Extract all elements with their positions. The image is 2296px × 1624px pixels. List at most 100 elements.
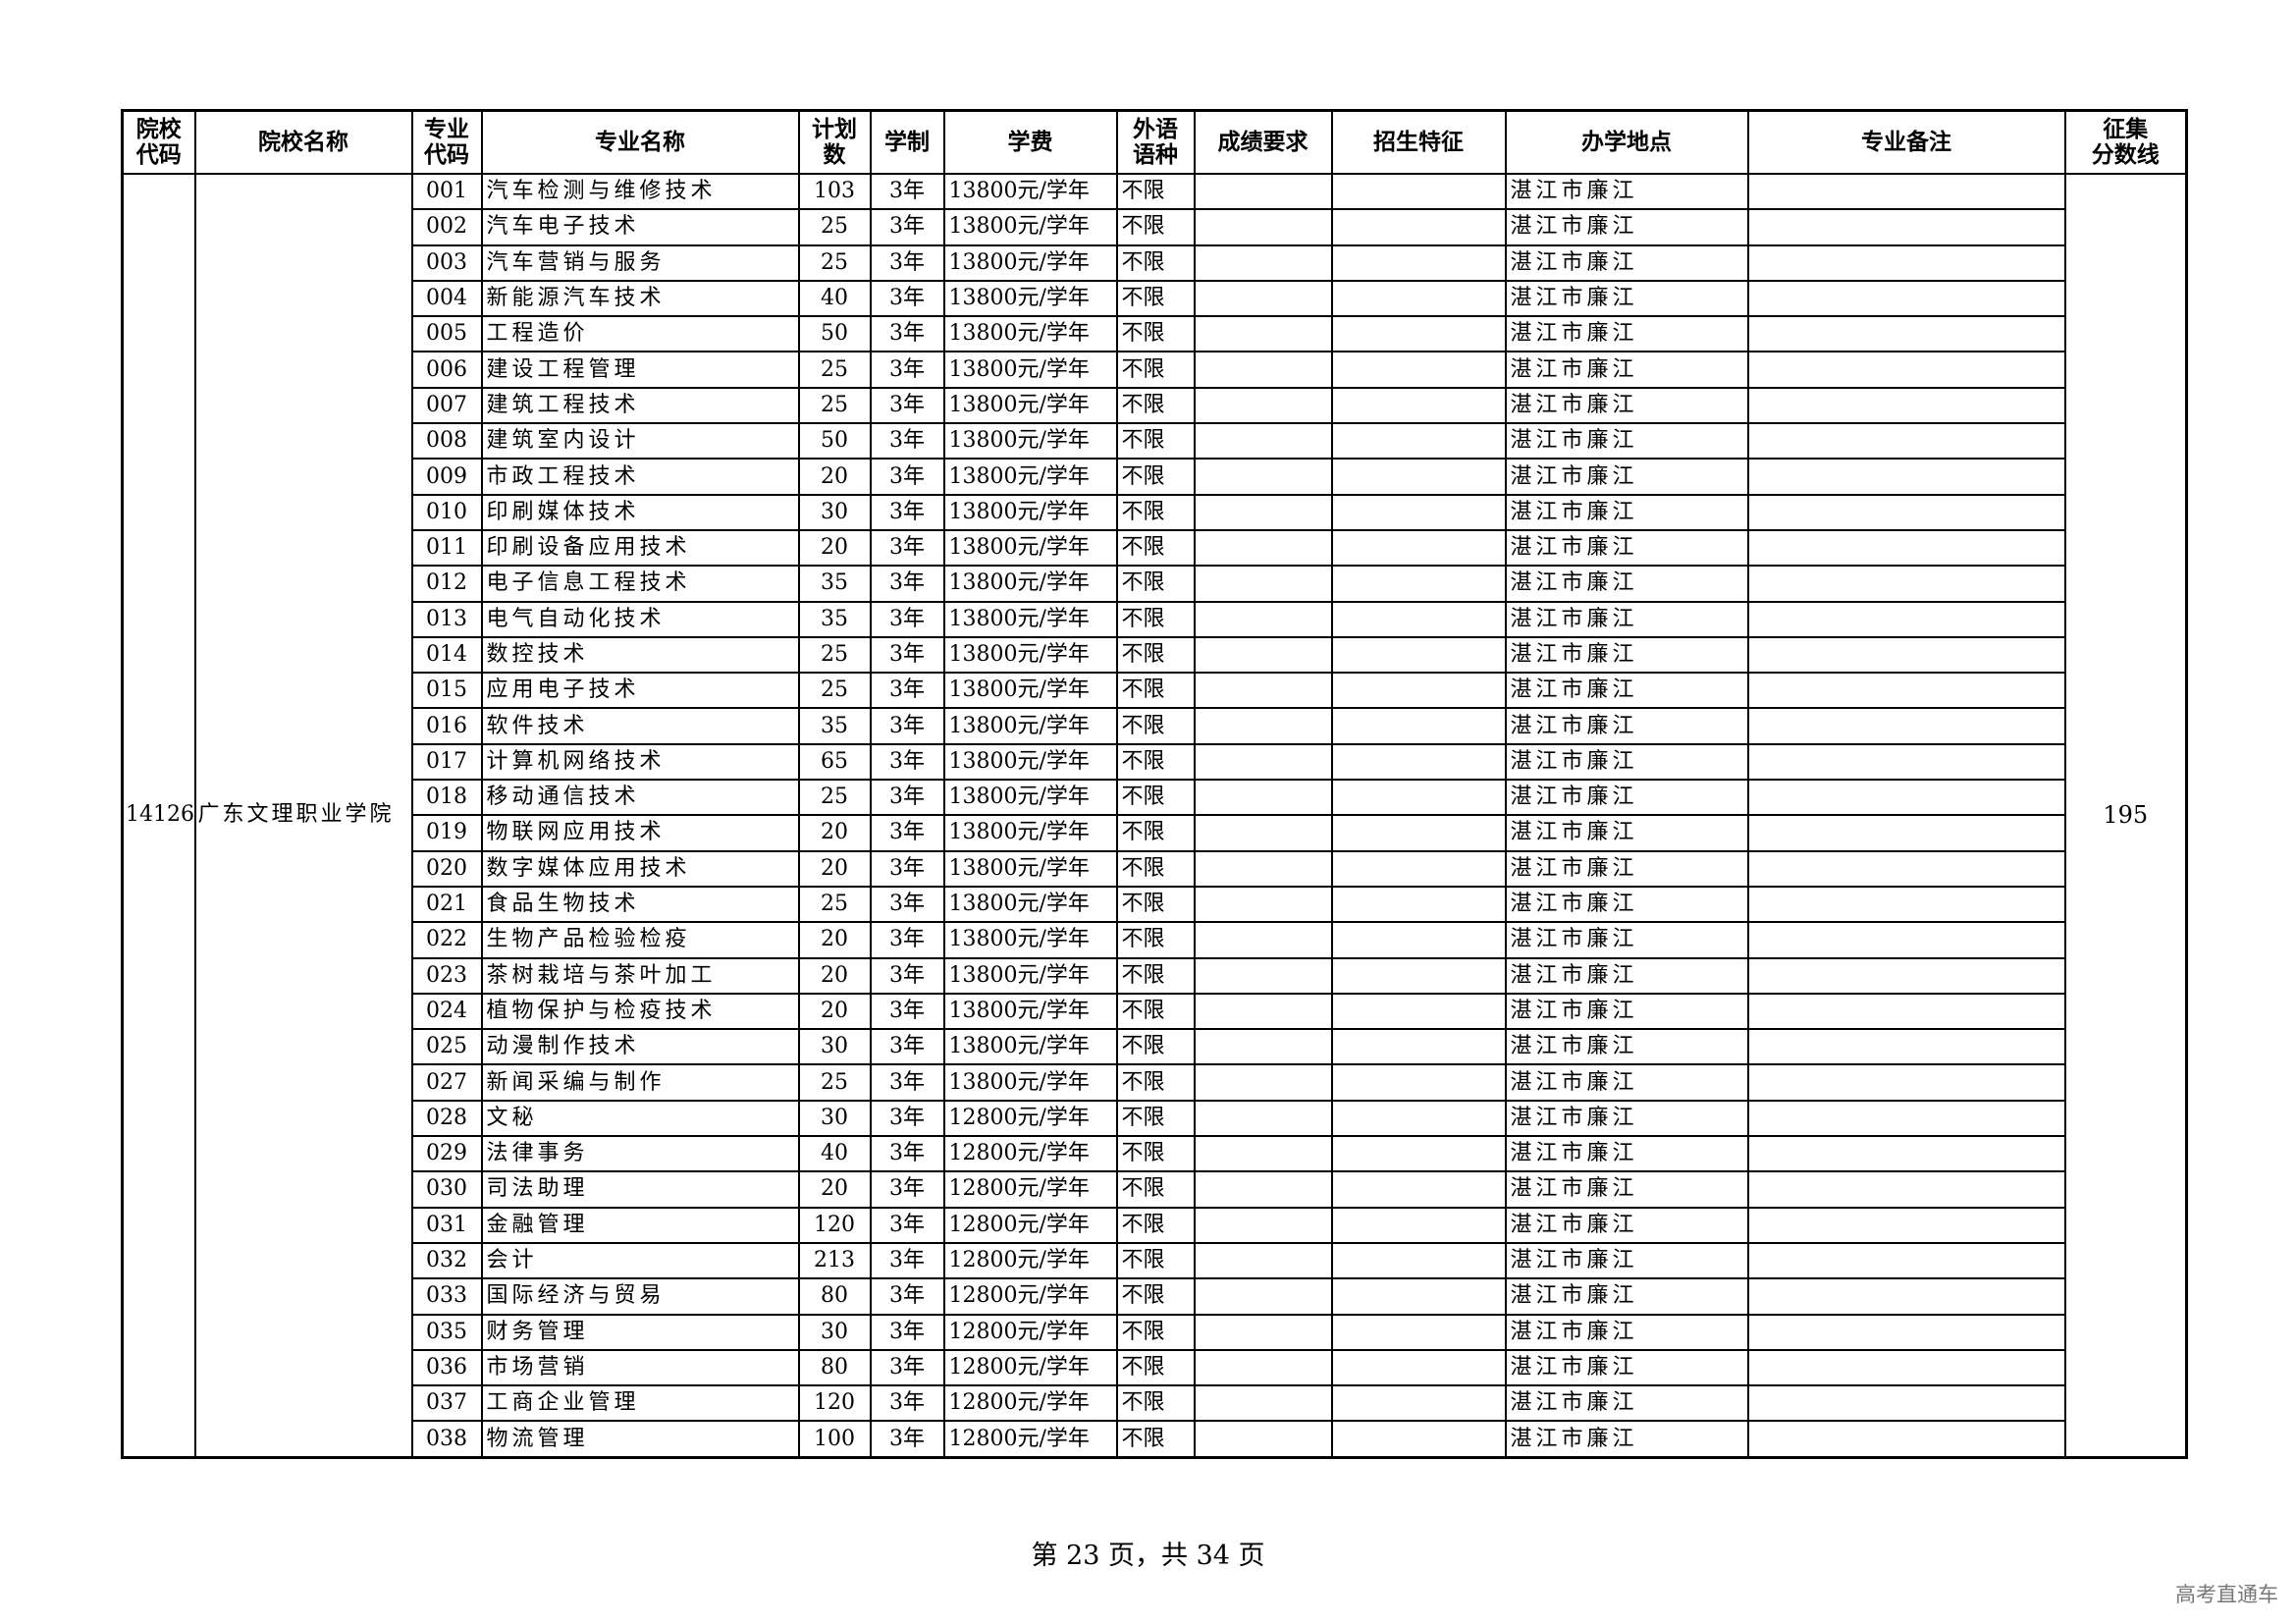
score-requirement xyxy=(1193,742,1333,782)
language: 不限 xyxy=(1115,1348,1196,1387)
major-name: 财务管理 xyxy=(480,1313,800,1351)
major-note xyxy=(1746,315,2066,353)
major-note xyxy=(1746,1135,2066,1173)
campus-location: 湛江市廉江 xyxy=(1504,1206,1749,1244)
score-requirement xyxy=(1193,386,1333,425)
header-admission-feature: 招生特征 xyxy=(1330,109,1507,175)
tuition: 13800元/学年 xyxy=(942,172,1118,211)
table-row: 006 建设工程管理 25 3年 13800元/学年 不限 湛江市廉江 xyxy=(123,351,2187,389)
major-code: 015 xyxy=(410,672,483,710)
major-code: 022 xyxy=(410,921,483,959)
campus-location: 湛江市廉江 xyxy=(1504,565,1749,603)
language: 不限 xyxy=(1115,672,1196,710)
duration: 3年 xyxy=(869,351,945,389)
header-major-note: 专业备注 xyxy=(1746,109,2066,175)
major-name: 移动通信技术 xyxy=(480,779,800,817)
table-row: 004 新能源汽车技术 40 3年 13800元/学年 不限 湛江市廉江 xyxy=(123,279,2187,318)
admission-feature xyxy=(1330,279,1507,318)
major-note xyxy=(1746,779,2066,817)
campus-location: 湛江市廉江 xyxy=(1504,1241,1749,1280)
header-score-requirement: 成绩要求 xyxy=(1193,109,1333,175)
major-code: 013 xyxy=(410,600,483,638)
plan-count: 30 xyxy=(797,1313,872,1351)
major-code: 003 xyxy=(410,244,483,282)
campus-location: 湛江市廉江 xyxy=(1504,208,1749,246)
major-name: 法律事务 xyxy=(480,1135,800,1173)
major-name: 建筑室内设计 xyxy=(480,422,800,460)
admission-feature xyxy=(1330,208,1507,246)
major-note xyxy=(1746,600,2066,638)
table-row: 011 印刷设备应用技术 20 3年 13800元/学年 不限 湛江市廉江 xyxy=(123,528,2187,568)
admission-feature xyxy=(1330,1384,1507,1423)
duration: 3年 xyxy=(869,921,945,959)
table-row: 031 金融管理 120 3年 12800元/学年 不限 湛江市廉江 xyxy=(123,1206,2187,1244)
major-code: 036 xyxy=(410,1348,483,1387)
score-requirement xyxy=(1193,528,1333,568)
admission-feature xyxy=(1330,707,1507,745)
plan-count: 80 xyxy=(797,1277,872,1316)
header-tuition: 学费 xyxy=(942,109,1118,175)
campus-location: 湛江市廉江 xyxy=(1504,1384,1749,1423)
tuition: 13800元/学年 xyxy=(942,921,1118,959)
major-name: 司法助理 xyxy=(480,1170,800,1209)
plan-count: 213 xyxy=(797,1241,872,1280)
campus-location: 湛江市廉江 xyxy=(1504,422,1749,460)
major-note xyxy=(1746,1028,2066,1066)
admission-feature xyxy=(1330,1313,1507,1351)
duration: 3年 xyxy=(869,1384,945,1423)
admission-feature xyxy=(1330,1170,1507,1209)
admission-feature xyxy=(1330,814,1507,852)
tuition: 13800元/学年 xyxy=(942,1063,1118,1102)
duration: 3年 xyxy=(869,1170,945,1209)
major-code: 017 xyxy=(410,742,483,782)
language: 不限 xyxy=(1115,885,1196,924)
language: 不限 xyxy=(1115,849,1196,888)
duration: 3年 xyxy=(869,172,945,211)
duration: 3年 xyxy=(869,208,945,246)
admission-feature xyxy=(1330,1348,1507,1387)
major-name: 茶树栽培与茶叶加工 xyxy=(480,956,800,995)
table-row: 020 数字媒体应用技术 20 3年 13800元/学年 不限 湛江市廉江 xyxy=(123,849,2187,888)
language: 不限 xyxy=(1115,1170,1196,1209)
campus-location: 湛江市廉江 xyxy=(1504,1420,1749,1459)
duration: 3年 xyxy=(869,279,945,318)
major-note xyxy=(1746,422,2066,460)
score-requirement xyxy=(1193,1028,1333,1066)
language: 不限 xyxy=(1115,600,1196,638)
duration: 3年 xyxy=(869,422,945,460)
score-requirement xyxy=(1193,635,1333,675)
duration: 3年 xyxy=(869,635,945,675)
major-name: 工程造价 xyxy=(480,315,800,353)
duration: 3年 xyxy=(869,956,945,995)
table-row: 015 应用电子技术 25 3年 13800元/学年 不限 湛江市廉江 xyxy=(123,672,2187,710)
duration: 3年 xyxy=(869,1063,945,1102)
major-note xyxy=(1746,208,2066,246)
header-school-name: 院校名称 xyxy=(193,109,413,175)
major-name: 汽车电子技术 xyxy=(480,208,800,246)
admission-feature xyxy=(1330,992,1507,1031)
major-name: 建筑工程技术 xyxy=(480,386,800,425)
score-requirement xyxy=(1193,1348,1333,1387)
campus-location: 湛江市廉江 xyxy=(1504,707,1749,745)
campus-location: 湛江市廉江 xyxy=(1504,1313,1749,1351)
admission-feature xyxy=(1330,849,1507,888)
major-name: 物流管理 xyxy=(480,1420,800,1459)
admissions-table: 院校 代码 院校名称 专业 代码 专业名称 计划 数学制 学费 外语 语种 成绩要求 招生特征办… xyxy=(121,109,2188,1459)
duration: 3年 xyxy=(869,493,945,531)
major-name: 印刷媒体技术 xyxy=(480,493,800,531)
language: 不限 xyxy=(1115,814,1196,852)
major-code: 021 xyxy=(410,885,483,924)
score-requirement xyxy=(1193,351,1333,389)
table-row: 029 法律事务 40 3年 12800元/学年 不限 湛江市廉江 xyxy=(123,1135,2187,1173)
plan-count: 20 xyxy=(797,992,872,1031)
score-requirement xyxy=(1193,1241,1333,1280)
major-code: 018 xyxy=(410,779,483,817)
plan-count: 20 xyxy=(797,849,872,888)
language: 不限 xyxy=(1115,422,1196,460)
major-code: 012 xyxy=(410,565,483,603)
major-note xyxy=(1746,493,2066,531)
major-code: 035 xyxy=(410,1313,483,1351)
major-name: 动漫制作技术 xyxy=(480,1028,800,1066)
major-name: 建设工程管理 xyxy=(480,351,800,389)
admission-feature xyxy=(1330,672,1507,710)
